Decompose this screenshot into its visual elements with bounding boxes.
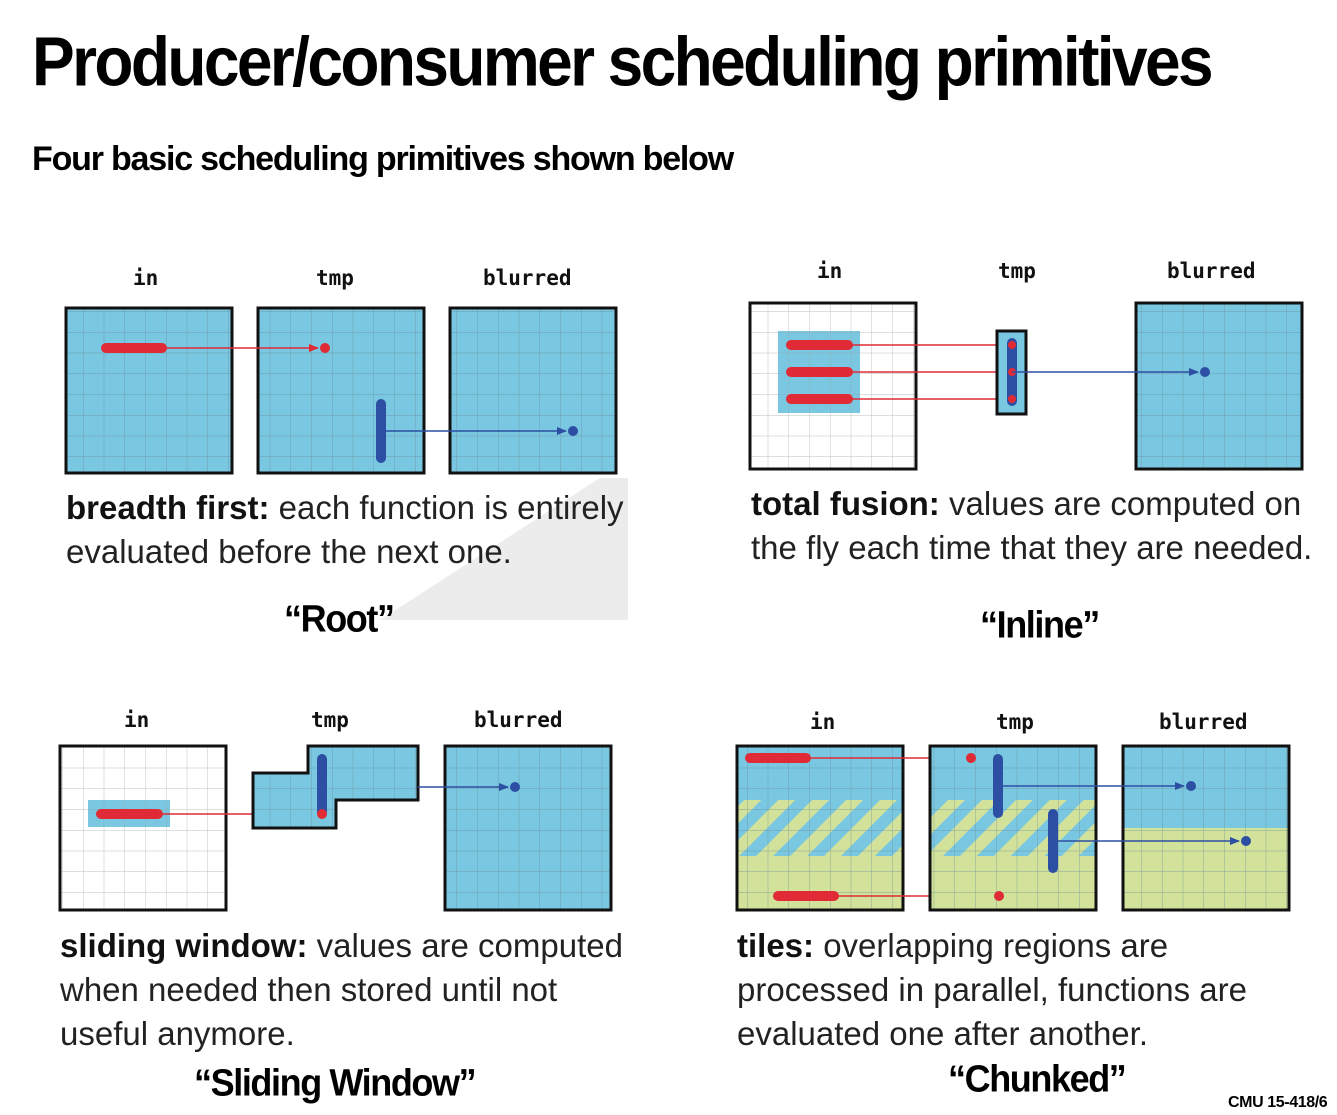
root-consumed-point	[568, 426, 578, 436]
chunked-description: tiles: overlapping regions are processed…	[737, 924, 1297, 1056]
chunked-tmp-label: tmp	[996, 710, 1034, 734]
page-title: Producer/consumer scheduling primitives	[32, 23, 1214, 101]
chunked-in-label: in	[810, 710, 836, 734]
root-tmp-label: tmp	[316, 266, 354, 290]
inline-blurred-label: blurred	[1167, 259, 1256, 283]
root-description: breadth first: each function is entirely…	[66, 486, 626, 574]
chunked-term: tiles:	[737, 927, 815, 964]
root-diagram	[64, 306, 618, 475]
sliding-name: “Sliding Window”	[194, 1060, 477, 1104]
sliding-blurred-label: blurred	[474, 708, 563, 732]
root-name: “Root”	[284, 596, 395, 640]
chunked-blurred-label: blurred	[1159, 710, 1248, 734]
root-produced-point	[320, 343, 330, 353]
sliding-tmp-label: tmp	[311, 708, 349, 732]
sliding-in-label: in	[124, 708, 150, 732]
chunked-name: “Chunked”	[948, 1056, 1127, 1100]
course-footer: CMU 15-418/6	[1228, 1094, 1328, 1111]
chunked-diagram	[735, 744, 1291, 912]
inline-tmp-label: tmp	[998, 259, 1036, 283]
sliding-description: sliding window: values are computed when…	[60, 924, 640, 1056]
root-description-text: each function is entirely evaluated befo…	[66, 489, 624, 570]
root-term: breadth first:	[66, 489, 270, 526]
sliding-description-text: values are computed when needed then sto…	[60, 927, 623, 1052]
root-shadow	[380, 478, 628, 620]
inline-description: total fusion: values are computed on the…	[751, 482, 1326, 570]
chunked-description-text: overlapping regions are processed in par…	[737, 927, 1247, 1052]
root-blurred-label: blurred	[483, 266, 572, 290]
inline-name: “Inline”	[980, 602, 1100, 646]
root-in-label: in	[133, 266, 159, 290]
page-subtitle: Four basic scheduling primitives shown b…	[32, 140, 734, 178]
inline-diagram	[748, 301, 1304, 471]
sliding-term: sliding window:	[60, 927, 308, 964]
inline-term: total fusion:	[751, 485, 940, 522]
sliding-diagram	[58, 744, 613, 912]
inline-in-label: in	[817, 259, 843, 283]
inline-description-text: values are computed on the fly each time…	[751, 485, 1313, 566]
